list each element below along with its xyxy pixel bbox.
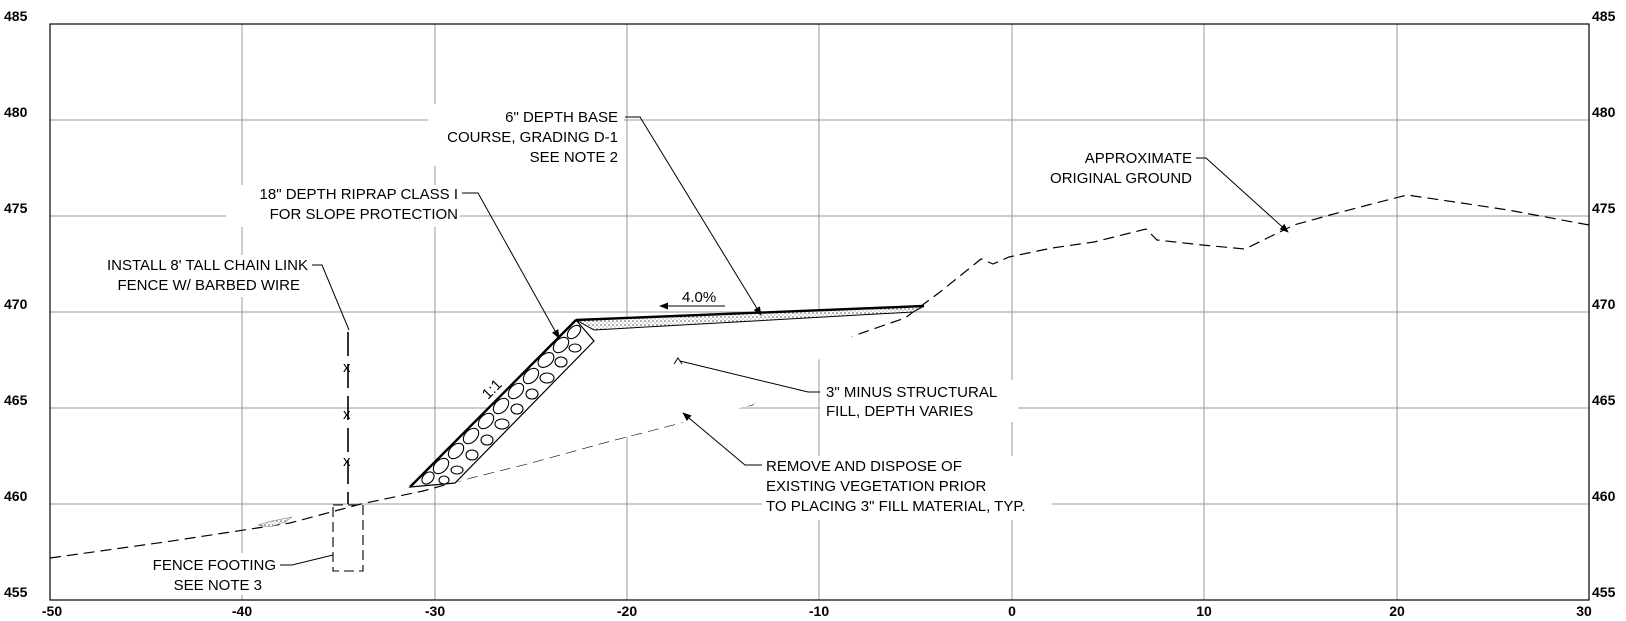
note-line: FENCE FOOTING <box>153 557 276 574</box>
fence-mark: x <box>343 359 351 376</box>
vegetation-patch <box>257 516 293 528</box>
note-line: SEE NOTE 3 <box>174 577 262 594</box>
note-line: INSTALL 8' TALL CHAIN LINK <box>107 257 308 274</box>
note-line: FILL, DEPTH VARIES <box>826 403 973 420</box>
note-fence: INSTALL 8' TALL CHAIN LINK FENCE W/ BARB… <box>107 257 308 294</box>
note-riprap: 18" DEPTH RIPRAP CLASS I FOR SLOPE PROTE… <box>260 186 458 223</box>
structural-fill-area <box>444 306 924 486</box>
y-tick-left: 460 <box>4 488 28 504</box>
y-tick-left: 470 <box>4 296 28 312</box>
note-line: 3" MINUS STRUCTURAL <box>826 384 997 401</box>
note-line: EXISTING VEGETATION PRIOR <box>766 478 986 495</box>
note-vegetation: REMOVE AND DISPOSE OF EXISTING VEGETATIO… <box>766 458 1026 515</box>
y-tick-right: 465 <box>1592 392 1616 408</box>
slope-grade-label: 4.0% <box>682 289 716 306</box>
note-line: 6" DEPTH BASE <box>505 109 618 126</box>
x-tick: -50 <box>42 603 62 619</box>
note-line: FENCE W/ BARBED WIRE <box>117 277 300 294</box>
base-course-layer <box>574 304 925 331</box>
fence-mark: x <box>343 453 351 470</box>
y-tick-left: 465 <box>4 392 28 408</box>
leader-lines <box>280 116 1289 566</box>
y-tick-right: 460 <box>1592 488 1616 504</box>
chain-link-fence: x x x <box>343 332 351 504</box>
x-tick: 0 <box>1008 603 1016 619</box>
x-tick: -20 <box>617 603 637 619</box>
x-tick: -10 <box>809 603 829 619</box>
riprap-slope-protection <box>408 319 595 488</box>
y-tick-left: 485 <box>4 8 28 24</box>
note-fence-footing: FENCE FOOTING SEE NOTE 3 <box>153 557 276 594</box>
y-tick-left: 480 <box>4 104 28 120</box>
label-backgrounds <box>76 104 1196 595</box>
y-tick-right: 485 <box>1592 8 1616 24</box>
fence-mark: x <box>343 406 351 423</box>
note-line: COURSE, GRADING D-1 <box>447 129 618 146</box>
x-axis: -50 -40 -30 -20 -10 0 10 20 30 <box>42 603 1592 619</box>
y-tick-left: 455 <box>4 584 28 600</box>
note-line: SEE NOTE 2 <box>530 149 618 166</box>
note-line: FOR SLOPE PROTECTION <box>270 206 458 223</box>
y-tick-left: 475 <box>4 200 28 216</box>
note-original-ground: APPROXIMATE ORIGINAL GROUND <box>1050 150 1192 187</box>
x-tick: 10 <box>1196 603 1212 619</box>
plot-frame <box>49 23 1590 601</box>
x-tick: 30 <box>1576 603 1592 619</box>
y-tick-right: 470 <box>1592 296 1616 312</box>
note-line: 18" DEPTH RIPRAP CLASS I <box>260 186 458 203</box>
y-axis-left: 485 480 475 470 465 460 455 <box>4 8 28 600</box>
y-axis-right: 485 480 475 470 465 460 455 <box>1592 8 1616 600</box>
note-line: TO PLACING 3" FILL MATERIAL, TYP. <box>766 498 1026 515</box>
slope-grade-indicator: 4.0% <box>659 289 725 310</box>
y-tick-right: 475 <box>1592 200 1616 216</box>
x-tick: -30 <box>425 603 445 619</box>
note-base-course: 6" DEPTH BASE COURSE, GRADING D-1 SEE NO… <box>447 109 618 166</box>
note-line: APPROXIMATE <box>1085 150 1192 167</box>
note-structural-fill: 3" MINUS STRUCTURAL FILL, DEPTH VARIES <box>826 384 997 420</box>
y-tick-right: 455 <box>1592 584 1616 600</box>
y-tick-right: 480 <box>1592 104 1616 120</box>
fence-footing <box>332 504 364 572</box>
x-tick: 20 <box>1389 603 1405 619</box>
note-line: ORIGINAL GROUND <box>1050 170 1192 187</box>
x-tick: -40 <box>232 603 252 619</box>
note-line: REMOVE AND DISPOSE OF <box>766 458 962 475</box>
